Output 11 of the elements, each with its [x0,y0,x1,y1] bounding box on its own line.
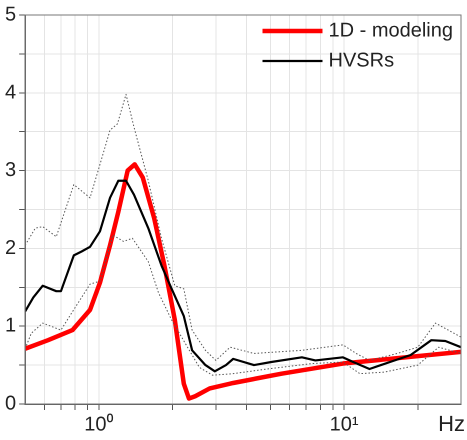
y-tick-label: 0 [5,392,16,415]
x-tick-label: 10¹ [330,414,359,436]
y-tick-label: 3 [5,159,16,182]
y-tick-label: 2 [5,236,16,259]
y-tick-label: 4 [5,81,16,104]
x-tick-label: 10⁰ [84,412,114,436]
legend-label: HVSRs [328,50,394,72]
x-axis-title: Hz [438,411,465,436]
y-tick-label: 5 [5,4,16,26]
y-tick-label: 1 [5,314,16,337]
legend-label: 1D - modeling [328,20,454,42]
